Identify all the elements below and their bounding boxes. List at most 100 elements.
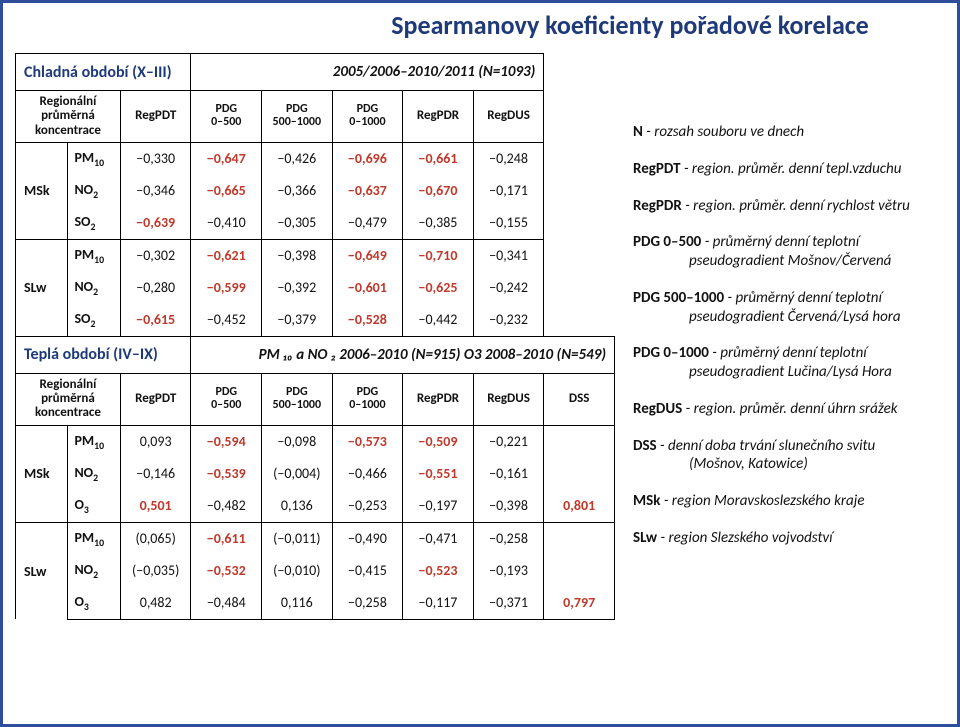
correlation-table: Chladná období (X–III)2005/2006–2010/201… xyxy=(15,53,615,620)
col-PDG-500-1000: PDG500–1000 xyxy=(262,91,333,143)
table-row: MSkPM10−0,330−0,647−0,426−0,696−0,661−0,… xyxy=(16,142,615,175)
table-row: O30,501−0,4820,136−0,253−0,197−0,3980,80… xyxy=(16,490,615,523)
main-title: Spearmanovy koeficienty pořadové korelac… xyxy=(3,9,957,41)
value-cell: −0,621 xyxy=(191,239,262,272)
legend-term: MSk xyxy=(633,492,660,510)
legend-desc: - průměrný denní teplotní xyxy=(727,289,881,307)
value-cell: −0,253 xyxy=(332,490,403,523)
value-cell: −0,302 xyxy=(120,239,191,272)
col-DSS: DSS xyxy=(544,373,615,425)
value-cell: −0,341 xyxy=(473,239,544,272)
pollutant-label: PM10 xyxy=(68,239,120,272)
value-cell: −0,371 xyxy=(473,587,544,620)
legend-desc2: pseudogradient Červená/Lysá hora xyxy=(633,308,943,327)
col-PDG-0-500: PDG0–500 xyxy=(191,91,262,143)
legend-desc: - průměrný denní teplotní xyxy=(705,233,859,251)
pollutant-label: SO2 xyxy=(68,207,120,240)
legend-desc: - region Slezského vojvodství xyxy=(661,529,833,547)
legend-term: SLw xyxy=(633,529,657,547)
section-header-row: Chladná období (X–III)2005/2006–2010/201… xyxy=(16,54,615,91)
legend-desc: - region. průměr. denní tepl.vzduchu xyxy=(684,160,902,178)
legend-term: PDG 500–1000 xyxy=(633,289,724,307)
value-cell xyxy=(544,458,615,490)
value-cell: −0,379 xyxy=(262,304,333,337)
pollutant-label: SO2 xyxy=(68,304,120,337)
value-cell: −0,509 xyxy=(403,425,474,458)
legend-term: N xyxy=(633,123,643,141)
col-PDG-0-500: PDG0–500 xyxy=(191,373,262,425)
value-cell: −0,426 xyxy=(262,142,333,175)
col-RegPDR: RegPDR xyxy=(403,91,474,143)
value-cell: −0,696 xyxy=(332,142,403,175)
section-title: Chladná období (X–III) xyxy=(16,54,191,91)
value-cell: (−0,011) xyxy=(262,522,333,555)
legend-item: MSk - region Moravskoslezského kraje xyxy=(633,492,943,511)
value-cell: −0,098 xyxy=(262,425,333,458)
table-row: MSkPM100,093−0,594−0,098−0,573−0,509−0,2… xyxy=(16,425,615,458)
col-RegDUS: RegDUS xyxy=(473,91,544,143)
value-cell: −0,410 xyxy=(191,207,262,240)
legend-term: PDG 0–500 xyxy=(633,233,701,251)
value-cell: −0,171 xyxy=(473,175,544,207)
legend-item: DSS - denní doba trvání slunečního svitu… xyxy=(633,437,943,475)
value-cell: −0,193 xyxy=(473,555,544,587)
section-meta: PM ₁₀ a NO ₂ 2006–2010 (N=915) O3 2008–2… xyxy=(191,336,615,373)
value-cell: −0,346 xyxy=(120,175,191,207)
value-cell: −0,385 xyxy=(403,207,474,240)
pollutant-label: NO2 xyxy=(68,175,120,207)
value-cell xyxy=(544,522,615,555)
value-cell: −0,398 xyxy=(262,239,333,272)
table-row: NO2(−0,035)−0,532(−0,010)−0,415−0,523−0,… xyxy=(16,555,615,587)
value-cell: 0,136 xyxy=(262,490,333,523)
pollutant-label: NO2 xyxy=(68,458,120,490)
legend-desc2: (Mošnov, Katowice) xyxy=(633,455,943,474)
value-cell: −0,305 xyxy=(262,207,333,240)
pollutant-label: O3 xyxy=(68,490,120,523)
value-cell: −0,248 xyxy=(473,142,544,175)
value-cell: −0,532 xyxy=(191,555,262,587)
value-cell xyxy=(544,555,615,587)
value-cell: −0,551 xyxy=(403,458,474,490)
page-frame: Spearmanovy koeficienty pořadové korelac… xyxy=(0,0,960,727)
legend-term: RegPDT xyxy=(633,160,681,178)
group-label-SLw: SLw xyxy=(16,239,68,336)
header-label: Regionální průměrná koncentrace xyxy=(16,373,121,425)
legend-item: PDG 0–500 - průměrný denní teplotnípseud… xyxy=(633,233,943,271)
legend-term: RegDUS xyxy=(633,400,682,418)
col-PDG-500-1000: PDG500–1000 xyxy=(262,373,333,425)
column-header-row: Regionální průměrná koncentraceRegPDTPDG… xyxy=(16,91,615,143)
group-label-MSk: MSk xyxy=(16,425,68,522)
pollutant-label: NO2 xyxy=(68,555,120,587)
value-cell xyxy=(544,425,615,458)
section-title: Teplá období (IV–IX) xyxy=(16,336,191,373)
col-PDG-0-1000: PDG0–1000 xyxy=(332,91,403,143)
table-row: SO2−0,639−0,410−0,305−0,479−0,385−0,155 xyxy=(16,207,615,240)
value-cell: −0,330 xyxy=(120,142,191,175)
value-cell: −0,539 xyxy=(191,458,262,490)
table-row: O30,482−0,4840,116−0,258−0,117−0,3710,79… xyxy=(16,587,615,620)
value-cell: 0,801 xyxy=(544,490,615,523)
value-cell: −0,161 xyxy=(473,458,544,490)
value-cell: −0,637 xyxy=(332,175,403,207)
col-RegDUS: RegDUS xyxy=(473,373,544,425)
value-cell: (0,065) xyxy=(120,522,191,555)
value-cell: −0,232 xyxy=(473,304,544,337)
legend-term: PDG 0–1000 xyxy=(633,344,709,362)
value-cell: −0,280 xyxy=(120,272,191,304)
value-cell: −0,242 xyxy=(473,272,544,304)
legend-desc2: pseudogradient Mošnov/Červená xyxy=(633,252,943,271)
value-cell: −0,599 xyxy=(191,272,262,304)
legend-item: PDG 0–1000 - průměrný denní teplotnípseu… xyxy=(633,344,943,382)
legend-desc2: pseudogradient Lučina/Lysá Hora xyxy=(633,363,943,382)
value-cell: −0,490 xyxy=(332,522,403,555)
pollutant-label: PM10 xyxy=(68,425,120,458)
pollutant-label: O3 xyxy=(68,587,120,620)
legend-item: RegDUS - region. průměr. denní úhrn sráž… xyxy=(633,400,943,419)
value-cell: −0,117 xyxy=(403,587,474,620)
legend-term: RegPDR xyxy=(633,197,682,215)
value-cell: −0,665 xyxy=(191,175,262,207)
value-cell: −0,647 xyxy=(191,142,262,175)
value-cell: −0,528 xyxy=(332,304,403,337)
legend-desc: - denní doba trvání slunečního svitu xyxy=(660,437,875,455)
value-cell: −0,221 xyxy=(473,425,544,458)
